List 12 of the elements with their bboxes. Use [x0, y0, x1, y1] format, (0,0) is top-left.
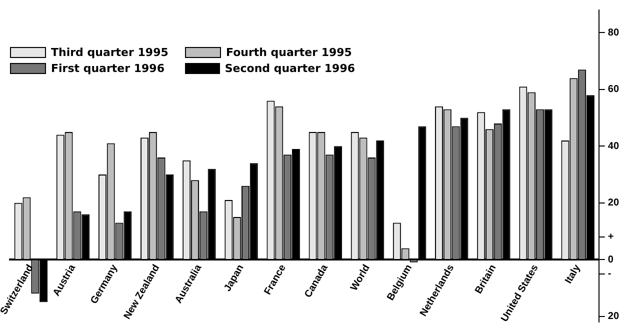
- y-tick-label: -: [608, 268, 612, 280]
- y-tick-label: 40: [608, 140, 620, 152]
- y-tick-label: 80: [608, 27, 620, 38]
- y-tick-label: 60: [608, 84, 620, 96]
- y-tick-label: 0: [608, 254, 614, 266]
- legend-label: Third quarter 1995: [51, 46, 168, 59]
- y-tick-label: 20: [608, 198, 620, 209]
- y-tick-label: +: [608, 232, 614, 243]
- legend-label: Second quarter 1996: [224, 62, 355, 75]
- legend-label: Fourth quarter 1995: [226, 46, 352, 59]
- legend-label: First quarter 1996: [51, 62, 164, 75]
- y-tick-label: 20: [608, 311, 620, 322]
